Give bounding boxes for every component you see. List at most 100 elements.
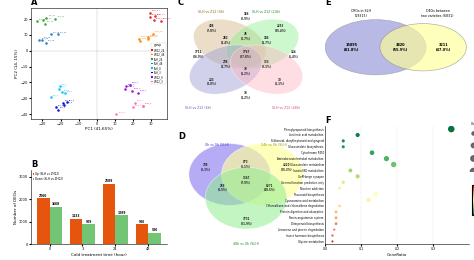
Text: 1767
(27.8%): 1767 (27.8%) bbox=[240, 50, 252, 58]
Bar bbox=[148, 232, 161, 244]
Point bbox=[134, 91, 142, 95]
Text: ZH12_0: ZH12_0 bbox=[132, 82, 139, 83]
Y-axis label: Number of DEGs: Number of DEGs bbox=[14, 190, 18, 224]
Point bbox=[59, 100, 66, 105]
Point bbox=[145, 35, 152, 39]
Text: ZH12_48: ZH12_48 bbox=[141, 35, 150, 37]
Text: ZH12_48: ZH12_48 bbox=[155, 31, 164, 32]
X-axis label: PC1 (41.65%): PC1 (41.65%) bbox=[85, 127, 113, 131]
Text: ZH12_3: ZH12_3 bbox=[145, 103, 152, 104]
Point bbox=[43, 16, 50, 20]
Text: SLH vs Z12 (0h): SLH vs Z12 (0h) bbox=[199, 10, 225, 14]
Text: 186
(2.9%): 186 (2.9%) bbox=[241, 12, 251, 20]
Point bbox=[151, 14, 159, 18]
Text: ZH12_3: ZH12_3 bbox=[137, 100, 145, 101]
Point bbox=[56, 84, 64, 88]
Text: 1289: 1289 bbox=[118, 211, 126, 215]
Text: SLH_48: SLH_48 bbox=[41, 37, 49, 39]
Text: 282
(4.4%): 282 (4.4%) bbox=[221, 36, 231, 45]
Text: DEGs between
two varieties (6831): DEGs between two varieties (6831) bbox=[421, 9, 454, 18]
Point bbox=[469, 131, 474, 135]
Point bbox=[52, 17, 59, 21]
Text: SLH_3: SLH_3 bbox=[60, 106, 66, 108]
Text: 259
(1.5%): 259 (1.5%) bbox=[218, 184, 228, 192]
Bar bbox=[49, 207, 62, 244]
Text: 2689: 2689 bbox=[105, 179, 113, 184]
Point bbox=[346, 168, 354, 173]
Text: SLH_0: SLH_0 bbox=[64, 89, 70, 91]
Point bbox=[354, 133, 362, 137]
Text: ZH12_24: ZH12_24 bbox=[152, 14, 160, 15]
Text: 106
(1.7%): 106 (1.7%) bbox=[262, 36, 272, 45]
Point bbox=[58, 90, 65, 94]
Text: D: D bbox=[178, 132, 185, 141]
Bar bbox=[103, 184, 115, 244]
Point bbox=[336, 204, 344, 208]
Text: 1711
(26.9%): 1711 (26.9%) bbox=[193, 50, 204, 58]
Point bbox=[146, 15, 154, 19]
Text: SLH_24: SLH_24 bbox=[45, 17, 52, 19]
Circle shape bbox=[221, 144, 303, 205]
Text: SLH_24: SLH_24 bbox=[46, 21, 54, 22]
Text: SLH_3: SLH_3 bbox=[66, 102, 73, 103]
Point bbox=[150, 18, 158, 22]
Text: 344
(5.4%): 344 (5.4%) bbox=[289, 50, 299, 58]
Point bbox=[39, 18, 46, 22]
Text: 526: 526 bbox=[151, 228, 158, 232]
Point bbox=[62, 91, 69, 95]
Ellipse shape bbox=[193, 19, 266, 68]
Text: SLH_0: SLH_0 bbox=[62, 83, 68, 85]
Point bbox=[469, 156, 474, 160]
Point bbox=[145, 37, 152, 41]
Point bbox=[149, 32, 156, 36]
Text: ZH12_0: ZH12_0 bbox=[128, 83, 136, 85]
Text: ZH12_0: ZH12_0 bbox=[134, 88, 141, 89]
Text: 78
(1.2%): 78 (1.2%) bbox=[241, 91, 251, 100]
Text: ZH12_3: ZH12_3 bbox=[118, 111, 126, 113]
Text: 1668: 1668 bbox=[52, 203, 60, 206]
Ellipse shape bbox=[230, 45, 303, 94]
Point bbox=[332, 222, 340, 226]
Text: F: F bbox=[325, 116, 331, 125]
Circle shape bbox=[380, 24, 466, 71]
Point bbox=[54, 32, 62, 36]
Point bbox=[469, 168, 474, 173]
Point bbox=[135, 36, 143, 41]
Text: SLH_48: SLH_48 bbox=[60, 31, 67, 32]
Point bbox=[368, 151, 376, 155]
Point bbox=[354, 174, 362, 178]
Point bbox=[55, 107, 62, 112]
Point bbox=[339, 139, 347, 143]
Text: 78
(1.2%): 78 (1.2%) bbox=[241, 67, 251, 76]
Point bbox=[328, 233, 336, 238]
Text: CRGs in SLH
(19315): CRGs in SLH (19315) bbox=[351, 9, 371, 18]
Point bbox=[339, 145, 347, 149]
Text: SLH_3: SLH_3 bbox=[58, 104, 64, 106]
Text: SLH_24: SLH_24 bbox=[48, 15, 56, 16]
Text: SLH_24: SLH_24 bbox=[39, 18, 46, 20]
Text: B: B bbox=[31, 160, 37, 170]
Title: Count: Count bbox=[471, 122, 474, 126]
Text: 498
(7.8%): 498 (7.8%) bbox=[207, 24, 217, 33]
Point bbox=[47, 95, 55, 99]
Bar bbox=[136, 224, 148, 244]
Text: A: A bbox=[31, 0, 37, 7]
Text: ZH12_48: ZH12_48 bbox=[150, 34, 159, 36]
Point bbox=[47, 32, 55, 36]
Point bbox=[139, 104, 146, 108]
Text: SLH_0: SLH_0 bbox=[53, 94, 59, 96]
Text: ZH12_24: ZH12_24 bbox=[163, 18, 172, 20]
Bar bbox=[115, 215, 128, 244]
Point bbox=[447, 127, 455, 131]
Circle shape bbox=[205, 167, 287, 229]
Point bbox=[38, 38, 46, 42]
Point bbox=[63, 100, 71, 105]
Point bbox=[131, 101, 139, 105]
Text: SLH vs Z12 (6h): SLH vs Z12 (6h) bbox=[185, 106, 211, 109]
Text: SLH_0: SLH_0 bbox=[67, 90, 73, 92]
Text: ZH12_24: ZH12_24 bbox=[156, 17, 165, 18]
Text: E: E bbox=[325, 0, 331, 7]
Text: SLH_48: SLH_48 bbox=[54, 31, 61, 33]
Point bbox=[146, 11, 154, 15]
Text: 909: 909 bbox=[85, 219, 92, 224]
